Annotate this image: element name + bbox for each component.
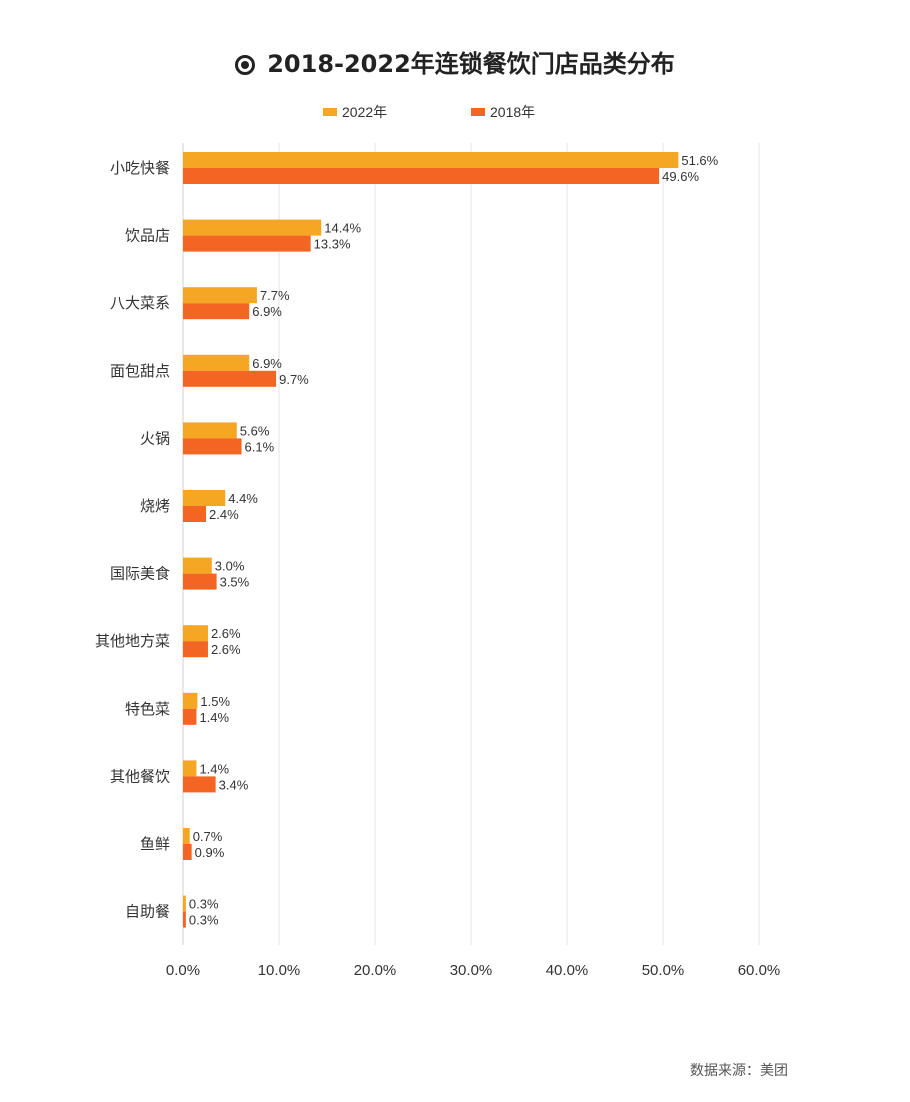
x-tick-label: 40.0% (546, 962, 589, 979)
data-label: 0.3% (189, 897, 219, 912)
data-label: 1.4% (199, 761, 229, 776)
x-tick-label: 30.0% (450, 962, 493, 979)
bar-2022年 (183, 625, 208, 642)
bar-2018年 (183, 303, 250, 320)
bar-2022年 (183, 895, 186, 912)
data-label: 6.9% (252, 304, 282, 319)
category-label: 八大菜系 (110, 295, 170, 312)
bar-2018年 (183, 641, 208, 658)
x-tick-label: 20.0% (354, 962, 397, 979)
bar-2022年 (183, 557, 212, 574)
legend: 2022年 2018年 (0, 100, 910, 124)
category-label: 其他地方菜 (95, 633, 170, 650)
bar-2022年 (183, 152, 679, 168)
data-label: 6.1% (245, 439, 275, 454)
bar-2018年 (183, 235, 311, 252)
data-label: 5.6% (240, 423, 270, 438)
bar-2022年 (183, 490, 226, 506)
bar-2018年 (183, 573, 217, 590)
data-label: 1.4% (199, 710, 229, 725)
legend-label-2018: 2018年 (490, 104, 536, 120)
data-label: 0.3% (189, 913, 219, 928)
data-label: 51.6% (681, 153, 718, 168)
legend-swatch-2022 (323, 108, 337, 116)
chart-title: 2018-2022年连锁餐饮门店品类分布 (0, 44, 910, 79)
data-label: 7.7% (260, 288, 290, 303)
category-label: 饮品店 (125, 228, 170, 245)
bar-2022年 (183, 287, 257, 304)
data-label: 49.6% (662, 169, 699, 184)
data-label: 3.0% (215, 559, 245, 574)
bar-2022年 (183, 760, 197, 777)
bar-2022年 (183, 692, 198, 709)
bar-2018年 (183, 168, 660, 184)
x-tick-label: 50.0% (642, 962, 685, 979)
bar-2018年 (183, 844, 192, 860)
bar-2018年 (183, 911, 186, 928)
category-label: 烧烤 (140, 498, 170, 515)
data-label: 0.9% (195, 845, 225, 860)
bar-2018年 (183, 708, 197, 725)
category-label: 其他餐饮 (110, 768, 170, 785)
data-source: 数据来源：美团 (690, 1062, 788, 1078)
legend-swatch-2018 (471, 108, 485, 116)
bar-2018年 (183, 438, 242, 455)
category-label: 特色菜 (125, 701, 170, 718)
data-label: 3.5% (220, 575, 250, 590)
data-label: 2.6% (211, 642, 241, 657)
legend-item-2022[interactable]: 2022年 (323, 100, 387, 124)
x-tick-label: 60.0% (738, 962, 781, 979)
category-label: 自助餐 (125, 904, 170, 921)
category-label: 火锅 (140, 430, 170, 447)
data-label: 4.4% (228, 491, 258, 506)
data-label: 2.6% (211, 626, 241, 641)
data-label: 6.9% (252, 356, 282, 371)
x-tick-label: 10.0% (258, 962, 301, 979)
bar-2018年 (183, 370, 277, 387)
data-label: 0.7% (193, 829, 223, 844)
bar-2022年 (183, 828, 190, 844)
chart-title-text: 2018-2022年连锁餐饮门店品类分布 (267, 50, 675, 78)
bar-2022年 (183, 219, 322, 236)
bar-2018年 (183, 776, 216, 793)
category-label: 面包甜点 (110, 363, 170, 380)
bar-2022年 (183, 422, 237, 439)
data-label: 1.5% (200, 694, 230, 709)
bar-2022年 (183, 354, 250, 371)
data-label: 13.3% (314, 237, 351, 252)
data-label: 9.7% (279, 372, 309, 387)
data-label: 3.4% (219, 777, 249, 792)
data-label: 14.4% (324, 221, 361, 236)
x-tick-label: 0.0% (166, 962, 200, 979)
bar-chart: 0.0% 10.0% 20.0% 30.0% 40.0% 50.0% 60.0% 小吃快餐 51… (95, 143, 781, 979)
category-label: 鱼鲜 (140, 835, 170, 853)
bar-2018年 (183, 506, 207, 522)
category-label: 国际美食 (110, 566, 170, 583)
data-label: 2.4% (209, 507, 239, 522)
target-icon (235, 55, 256, 75)
category-label: 小吃快餐 (110, 160, 170, 177)
legend-label-2022: 2022年 (342, 104, 388, 120)
legend-item-2018[interactable]: 2018年 (471, 100, 535, 124)
